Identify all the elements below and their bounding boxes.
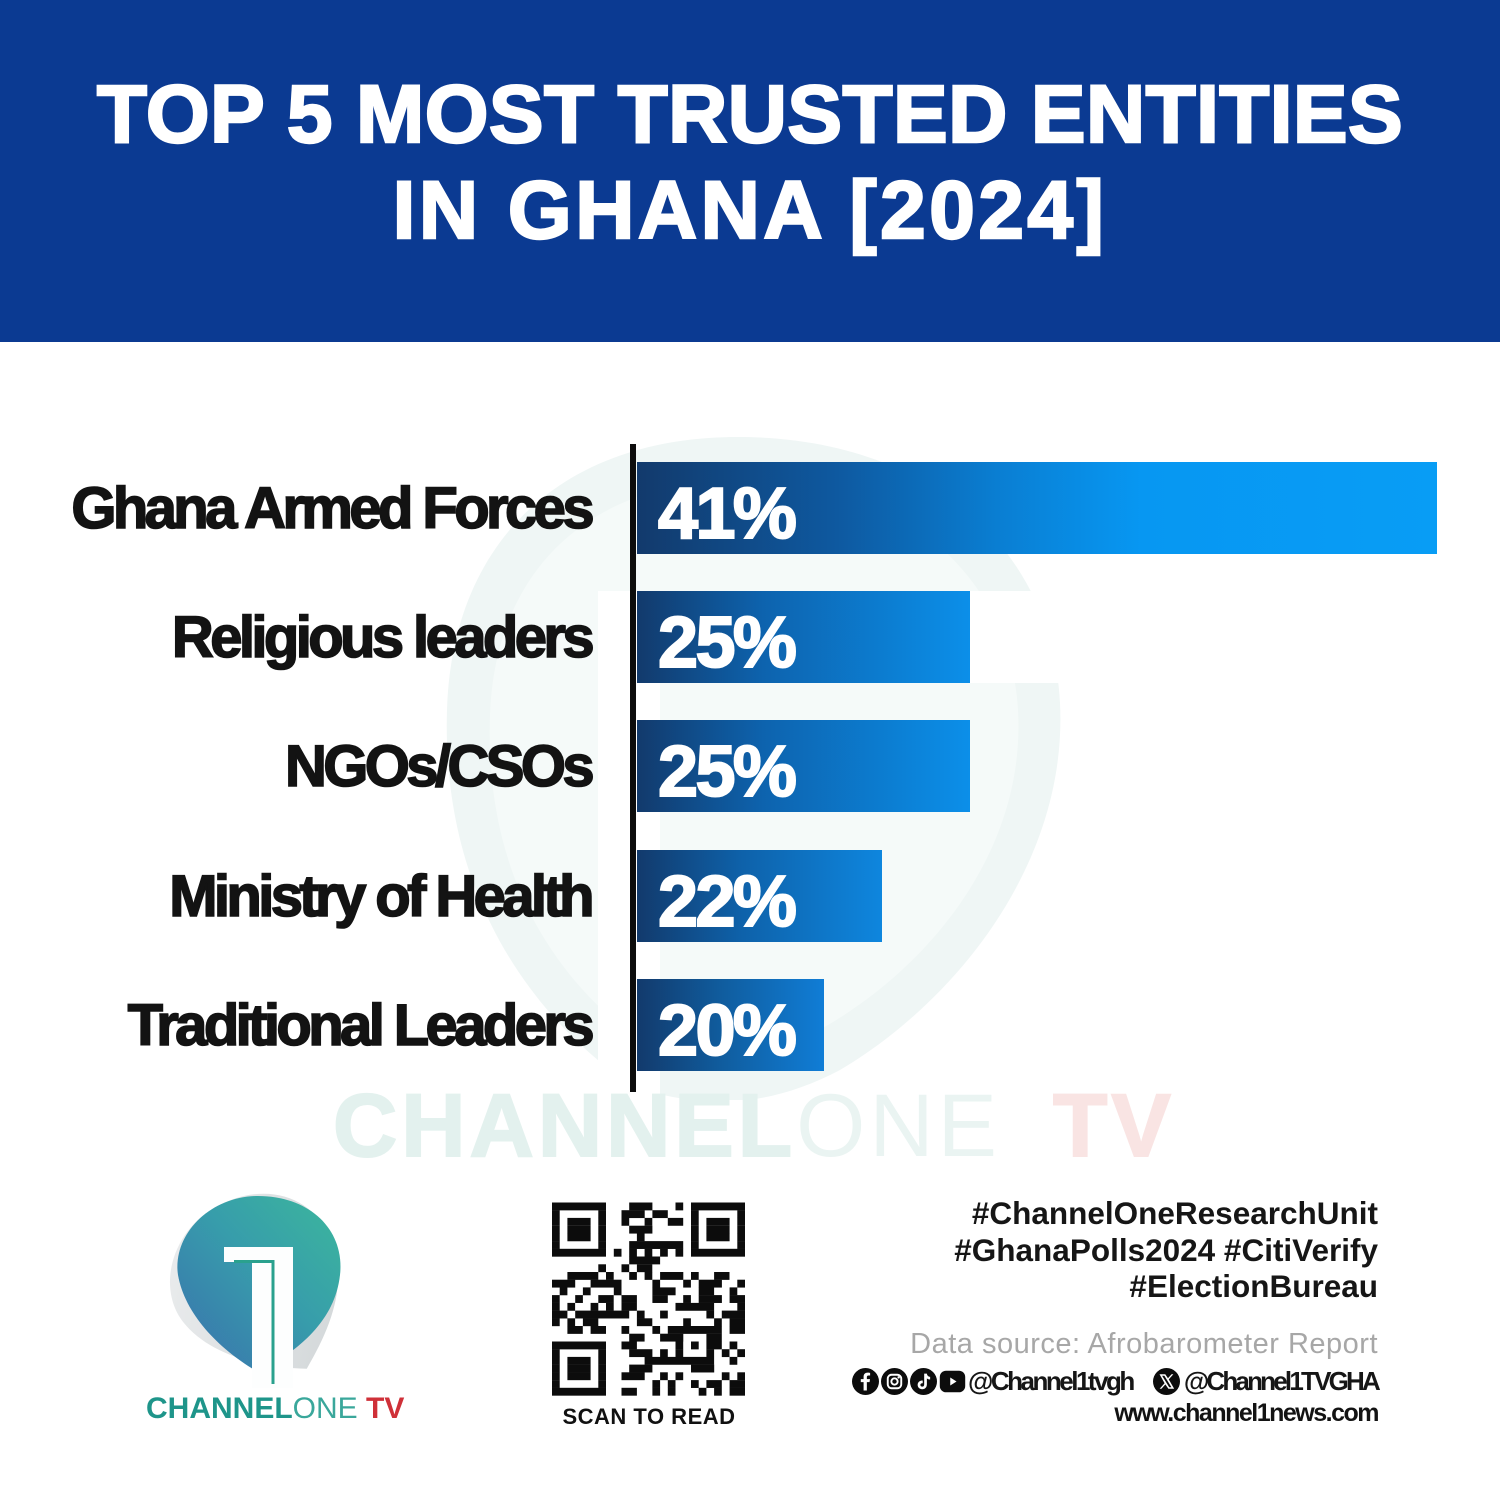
svg-text:CHANNELONE TV: CHANNELONE TV — [146, 1392, 404, 1425]
